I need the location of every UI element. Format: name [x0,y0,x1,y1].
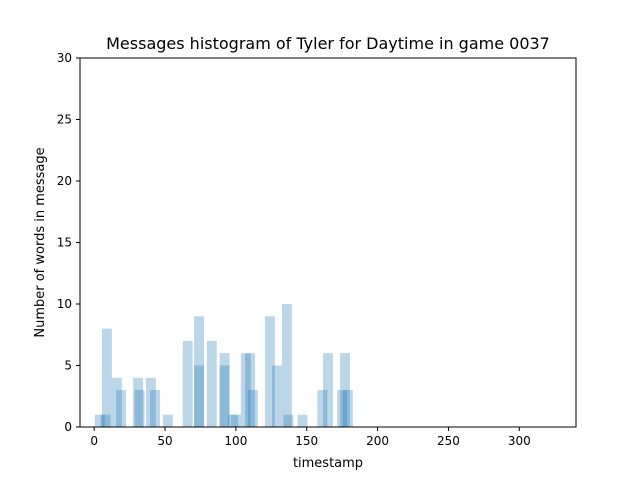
histogram-bar [245,353,256,427]
histogram-bar [283,414,294,427]
histogram-bar [247,390,258,427]
y-tick-label: 5 [64,359,72,373]
y-axis-label: Number of words in message [33,147,48,337]
x-tick-label: 300 [508,434,531,448]
histogram-bar [133,377,144,427]
histogram-bar [194,316,204,427]
histogram-bar [342,390,353,427]
histogram-bar [281,304,292,427]
x-tick-label: 200 [366,434,389,448]
histogram-bar [340,353,350,427]
y-axis-ticks: 0 5 10 15 20 25 30 [57,51,80,434]
x-tick-label: 50 [157,434,172,448]
x-tick-label: 100 [224,434,247,448]
histogram-bar [101,328,112,427]
histogram-bar [100,414,111,427]
x-tick-label: 150 [295,434,318,448]
histogram-bar [264,316,275,427]
histogram-bar [111,377,122,427]
y-tick-label: 0 [64,420,72,434]
bars-layer [94,304,353,427]
histogram-bar [337,390,348,427]
y-tick-label: 10 [57,297,72,311]
histogram-bar [240,353,251,427]
y-tick-label: 15 [57,236,72,250]
histogram-bar [194,365,204,427]
histogram-bar [219,353,230,427]
histogram-bar [219,365,230,427]
histogram-bar [297,414,308,427]
chart-title: Messages histogram of Tyler for Daytime … [106,34,550,53]
histogram-bar [317,390,328,427]
histogram-bar [134,390,145,427]
histogram-bar [323,353,333,427]
histogram-bar [94,414,105,427]
x-tick-label: 250 [437,434,460,448]
y-tick-label: 20 [57,174,72,188]
histogram-bar [150,390,161,427]
histogram-bar [230,414,241,427]
x-axis-ticks: 0 50 100 150 200 250 300 [90,427,531,448]
histogram-bar [145,377,156,427]
histogram-bar [116,390,127,427]
x-tick-label: 0 [90,434,98,448]
y-tick-label: 25 [57,113,72,127]
x-axis-label: timestamp [293,456,363,471]
histogram-bar [182,340,193,427]
histogram-bar [162,414,173,427]
y-tick-label: 30 [57,51,72,65]
histogram-bar [272,365,282,427]
histogram-bar [228,414,239,427]
histogram-bar [206,340,217,427]
